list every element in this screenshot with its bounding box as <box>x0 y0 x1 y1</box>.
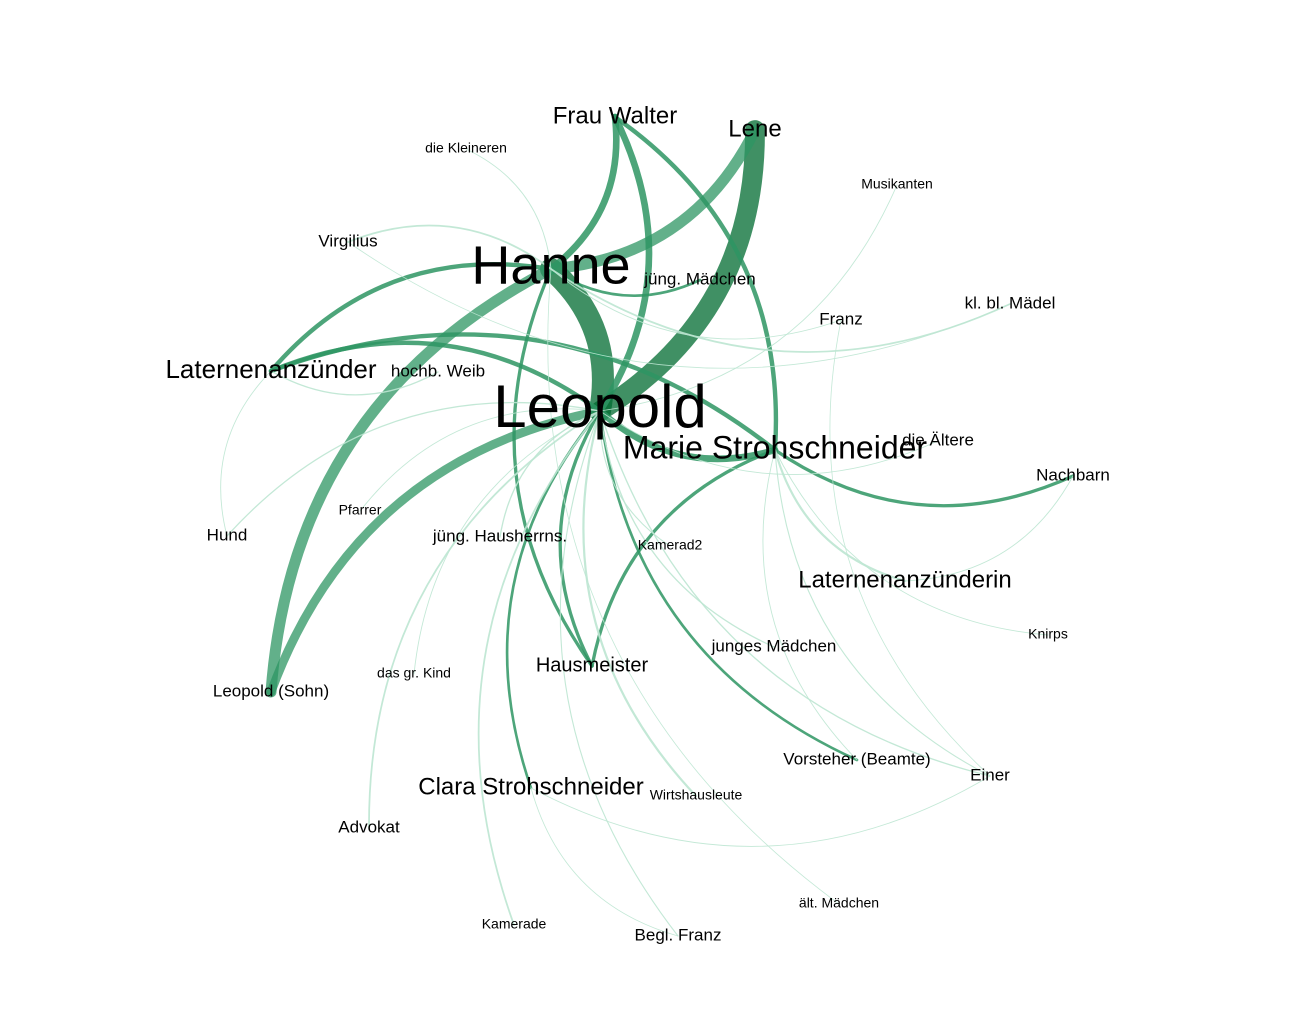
edge-leopold-das_gr_kind <box>413 410 601 675</box>
edge-leopold-wirtshausleute <box>582 409 698 798</box>
node-label-aelt-maedchen: ält. Mädchen <box>799 895 879 911</box>
node-label-musikanten: Musikanten <box>861 176 933 192</box>
edge-laternenanzuender-hund <box>220 370 272 537</box>
edge-hanne-laternenanzuender <box>268 262 554 374</box>
edge-hanne-franz <box>550 268 842 340</box>
node-label-marie: Marie Strohschneider <box>623 429 927 465</box>
node-label-clara: Clara Strohschneider <box>418 773 643 800</box>
node-label-frau-walter: Frau Walter <box>553 102 677 129</box>
node-label-franz: Franz <box>819 309 862 328</box>
edge-leopold-advokat <box>368 410 601 829</box>
edge-leopold-kamerade <box>477 410 601 926</box>
edge-hanne-aelt_maedchen <box>547 268 840 905</box>
edge-marie-nachbarn <box>773 448 1075 508</box>
node-label-wirtshausleute: Wirtshausleute <box>650 787 743 803</box>
edge-leopold-hund <box>226 401 601 537</box>
edge-hanne-lene <box>545 124 761 275</box>
node-label-die-kleineren: die Kleineren <box>425 140 507 156</box>
edge-leopold-pfarrer <box>359 408 601 512</box>
node-label-jueng-hausherrns: jüng. Hausherrns. <box>432 526 567 545</box>
edge-franz-einer <box>829 319 991 777</box>
edge-leopold-junges_maedchen <box>599 410 775 648</box>
edge-marie-vorsteher <box>762 449 858 761</box>
network-edges <box>220 113 1075 937</box>
node-label-hausmeister: Hausmeister <box>536 654 649 676</box>
node-label-advokat: Advokat <box>338 817 400 836</box>
edge-leopold-begl_franz <box>559 410 679 937</box>
edge-marie-knirps <box>774 449 1049 636</box>
edge-virgilius-kl_bl_maedel <box>347 241 1011 369</box>
edge-laternenanzuenderin-nachbarn <box>904 475 1074 582</box>
node-label-leopold: Leopold <box>493 373 707 440</box>
node-label-kamerad2: Kamerad2 <box>638 537 703 553</box>
edge-clara-begl_franz <box>530 787 679 937</box>
node-label-pfarrer: Pfarrer <box>339 502 382 518</box>
edge-leopold-marie <box>596 407 779 463</box>
node-label-hochb-weib: hochb. Weib <box>391 361 485 380</box>
node-label-knirps: Knirps <box>1028 626 1068 642</box>
edge-leopold-hausmeister <box>558 409 602 668</box>
edge-leopold-vorsteher <box>598 409 859 762</box>
node-label-jueng-maedchen: jüng. Mädchen <box>643 269 756 288</box>
edge-leopold-lene <box>590 120 765 421</box>
edge-hanne-leopold_sohn <box>265 263 557 698</box>
edge-hanne-virgilius <box>347 224 552 270</box>
edge-marie-einer <box>774 449 991 777</box>
node-label-hanne: Hanne <box>471 235 630 295</box>
node-label-lene: Lene <box>728 115 781 142</box>
node-label-leopold-sohn: Leopold (Sohn) <box>213 681 329 700</box>
node-label-nachbarn: Nachbarn <box>1036 465 1110 484</box>
network-node-labels: Leopold Hanne Marie Strohschneider Frau Wal… <box>165 102 1109 944</box>
edge-hanne-frau_walter <box>547 113 620 273</box>
node-label-die-aeltere: die Ältere <box>902 430 974 449</box>
edge-marie-laternenanzuenderin <box>773 448 907 583</box>
edge-leopold-frau_walter <box>596 113 653 415</box>
node-label-begl-franz: Begl. Franz <box>635 925 722 944</box>
node-label-laternenanzuenderin: Laternenanzünderin <box>798 566 1012 593</box>
edge-leopold-jueng_hausherrns <box>499 410 601 538</box>
edge-hanne-die_kleineren <box>465 148 552 270</box>
edge-marie-laternenanzuender <box>268 332 778 453</box>
edge-leopold-hanne <box>540 258 614 422</box>
node-label-einer: Einer <box>970 765 1010 784</box>
edge-leopold-einer <box>599 410 991 777</box>
edge-clara-einer <box>530 775 991 847</box>
edge-marie-frau_walter <box>612 114 779 453</box>
node-label-kl-bl-maedel: kl. bl. Mädel <box>965 293 1056 312</box>
node-label-vorsteher: Vorsteher (Beamte) <box>783 749 930 768</box>
node-label-laternenanzuender: Laternenanzünder <box>165 354 376 384</box>
node-label-hund: Hund <box>207 525 248 544</box>
edge-laternenanzuender-hochb_weib <box>270 370 439 396</box>
edge-leopold-kamerad2 <box>599 410 671 547</box>
node-label-virgilius: Virgilius <box>318 231 377 250</box>
edge-leopold-die_aeltere <box>599 410 939 475</box>
edge-leopold-musikanten <box>599 184 898 412</box>
node-label-junges-maedchen: junges Mädchen <box>711 636 837 655</box>
edge-hanne-hausmeister <box>512 267 594 668</box>
node-label-das-gr-kind: das gr. Kind <box>377 665 451 681</box>
edge-leopold-leopold_sohn <box>266 406 605 697</box>
node-label-kamerade: Kamerade <box>482 916 547 932</box>
